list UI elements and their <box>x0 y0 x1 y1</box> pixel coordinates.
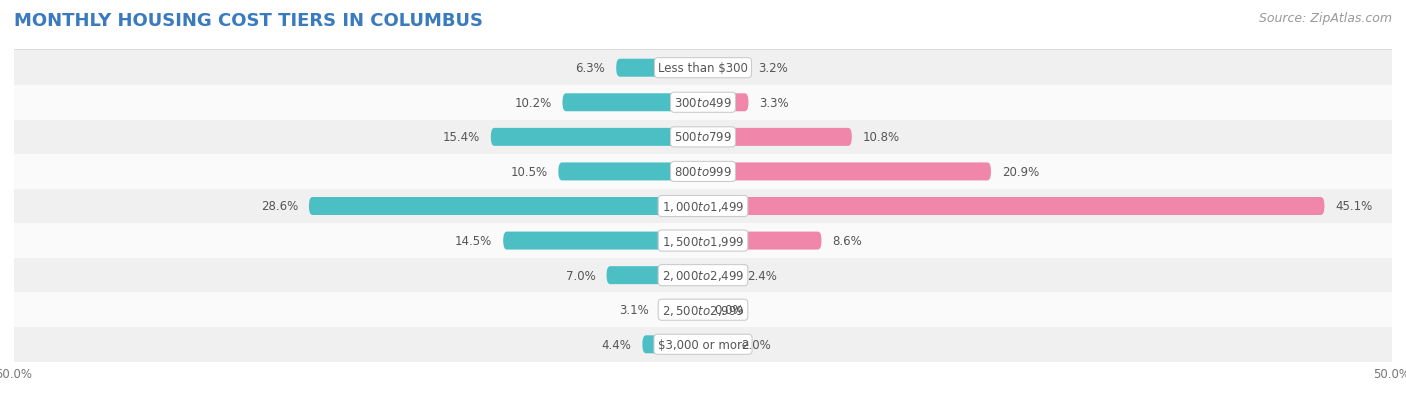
FancyBboxPatch shape <box>703 128 852 147</box>
Text: 45.1%: 45.1% <box>1336 200 1372 213</box>
Text: 3.2%: 3.2% <box>758 62 787 75</box>
FancyBboxPatch shape <box>703 335 731 354</box>
Text: 10.5%: 10.5% <box>510 166 547 178</box>
Text: MONTHLY HOUSING COST TIERS IN COLUMBUS: MONTHLY HOUSING COST TIERS IN COLUMBUS <box>14 12 484 30</box>
Text: $2,000 to $2,499: $2,000 to $2,499 <box>662 268 744 282</box>
FancyBboxPatch shape <box>703 94 748 112</box>
Text: 28.6%: 28.6% <box>260 200 298 213</box>
Text: 15.4%: 15.4% <box>443 131 479 144</box>
FancyBboxPatch shape <box>14 51 1392 86</box>
FancyBboxPatch shape <box>703 59 747 78</box>
FancyBboxPatch shape <box>661 301 703 319</box>
Text: Source: ZipAtlas.com: Source: ZipAtlas.com <box>1258 12 1392 25</box>
FancyBboxPatch shape <box>491 128 703 147</box>
Text: $1,500 to $1,999: $1,500 to $1,999 <box>662 234 744 248</box>
FancyBboxPatch shape <box>558 163 703 181</box>
FancyBboxPatch shape <box>14 258 1392 293</box>
FancyBboxPatch shape <box>703 163 991 181</box>
Text: 10.2%: 10.2% <box>515 97 551 109</box>
FancyBboxPatch shape <box>14 155 1392 189</box>
FancyBboxPatch shape <box>643 335 703 354</box>
Text: 7.0%: 7.0% <box>565 269 596 282</box>
Text: 10.8%: 10.8% <box>863 131 900 144</box>
FancyBboxPatch shape <box>14 86 1392 120</box>
FancyBboxPatch shape <box>14 327 1392 362</box>
Text: $3,000 or more: $3,000 or more <box>658 338 748 351</box>
Text: 0.0%: 0.0% <box>714 304 744 316</box>
FancyBboxPatch shape <box>14 120 1392 155</box>
Text: $2,500 to $2,999: $2,500 to $2,999 <box>662 303 744 317</box>
Text: $800 to $999: $800 to $999 <box>673 166 733 178</box>
FancyBboxPatch shape <box>503 232 703 250</box>
FancyBboxPatch shape <box>562 94 703 112</box>
Text: $1,000 to $1,499: $1,000 to $1,499 <box>662 199 744 214</box>
Text: 2.0%: 2.0% <box>741 338 772 351</box>
Text: $500 to $799: $500 to $799 <box>673 131 733 144</box>
Text: 6.3%: 6.3% <box>575 62 605 75</box>
FancyBboxPatch shape <box>14 224 1392 258</box>
Text: 14.5%: 14.5% <box>456 235 492 247</box>
FancyBboxPatch shape <box>703 232 821 250</box>
Text: 4.4%: 4.4% <box>602 338 631 351</box>
FancyBboxPatch shape <box>606 266 703 285</box>
Text: 8.6%: 8.6% <box>832 235 862 247</box>
FancyBboxPatch shape <box>703 266 737 285</box>
Text: $300 to $499: $300 to $499 <box>673 97 733 109</box>
Text: 3.3%: 3.3% <box>759 97 789 109</box>
FancyBboxPatch shape <box>14 293 1392 327</box>
Text: 20.9%: 20.9% <box>1002 166 1039 178</box>
FancyBboxPatch shape <box>14 189 1392 224</box>
Text: 2.4%: 2.4% <box>747 269 778 282</box>
FancyBboxPatch shape <box>309 197 703 216</box>
FancyBboxPatch shape <box>616 59 703 78</box>
FancyBboxPatch shape <box>703 197 1324 216</box>
Text: Less than $300: Less than $300 <box>658 62 748 75</box>
Text: 3.1%: 3.1% <box>620 304 650 316</box>
